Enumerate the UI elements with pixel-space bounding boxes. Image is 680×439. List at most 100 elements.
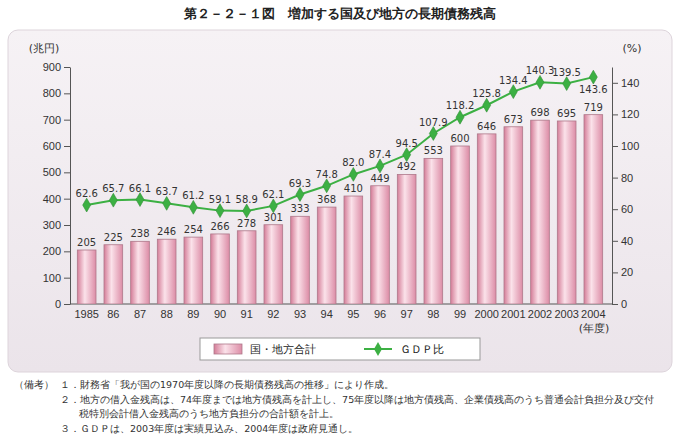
tick-label: 86	[107, 308, 119, 320]
tick-mark	[64, 93, 70, 94]
tick-mark	[64, 199, 70, 200]
tick-label: 700	[43, 114, 61, 126]
tick-label: 87	[134, 308, 146, 320]
yticks-axis: 0100200300400500600700800900	[43, 61, 71, 310]
data-label: 553	[424, 145, 443, 156]
legend-label: ＧＤＰ比	[400, 343, 444, 356]
marker	[563, 77, 571, 91]
marker	[136, 193, 144, 207]
tick-label: 120	[621, 108, 639, 120]
tick: 140	[612, 77, 639, 89]
data-label: 278	[237, 218, 256, 229]
data-label: 246	[157, 226, 176, 237]
note: ２．地方の借入金残高は、74年度までは地方債残高を計上し、75年度以降は地方債残…	[60, 394, 654, 405]
tick: 2003	[554, 308, 578, 320]
tick: 89	[187, 308, 199, 320]
tick-label: 40	[621, 235, 633, 247]
data-label: 368	[317, 194, 336, 205]
data-label: 94.5	[396, 138, 418, 149]
tick-label: 92	[267, 308, 279, 320]
data-label: 600	[450, 133, 469, 144]
tick: 40	[612, 235, 633, 247]
data-label: 266	[210, 221, 229, 232]
tick: 1985	[74, 308, 98, 320]
tick: 800	[43, 87, 70, 99]
tick-label: 80	[621, 172, 633, 184]
tick: 80	[612, 172, 633, 184]
data-label: 59.1	[209, 194, 231, 205]
data-label: 58.9	[236, 194, 258, 205]
marker	[163, 196, 171, 210]
tick: 93	[294, 308, 306, 320]
legend: 国・地方合計ＧＤＰ比	[200, 338, 480, 360]
tick-mark	[612, 114, 618, 115]
bar	[291, 216, 310, 304]
x-axis-title: (年度)	[579, 322, 610, 335]
tick: 95	[347, 308, 359, 320]
data-label: 449	[370, 173, 389, 184]
data-label: 118.2	[446, 100, 475, 111]
data-label: 107.9	[419, 117, 448, 128]
bar	[211, 234, 230, 304]
legend-box	[200, 338, 480, 360]
tick-label: 200	[43, 245, 61, 257]
data-label: 87.4	[369, 149, 391, 160]
data-label: 225	[104, 232, 123, 243]
note: ３．ＧＤＰは、2003年度は実績見込み、2004年度は政府見通し。	[60, 423, 358, 434]
axis-line	[612, 68, 613, 305]
title: 第２－２－１図 増加する国及び地方の長期債務残高	[183, 6, 496, 21]
data-label: 66.1	[129, 183, 151, 194]
tick: 99	[454, 308, 466, 320]
data-label: 62.6	[76, 188, 98, 199]
tick-label: 100	[621, 140, 639, 152]
tick: 87	[134, 308, 146, 320]
tick: 100	[43, 272, 70, 284]
tick-label: 95	[347, 308, 359, 320]
tick-mark	[612, 272, 618, 273]
plot-marks	[77, 70, 602, 304]
tick-label: 91	[241, 308, 253, 320]
marker	[296, 188, 304, 202]
bar	[504, 127, 523, 304]
chart: 第２－２－１図 増加する国及び地方の長期債務残高0100200300400500…	[0, 0, 680, 439]
tick-label: 89	[187, 308, 199, 320]
tick: 100	[612, 140, 639, 152]
bar	[557, 121, 576, 304]
tick-label: 500	[43, 166, 61, 178]
marker	[536, 75, 544, 89]
y-axis-title: (兆円)	[29, 42, 60, 55]
tick: 96	[374, 308, 386, 320]
marker	[403, 148, 411, 162]
marker	[376, 159, 384, 173]
tick-label: 2003	[554, 308, 578, 320]
bar	[104, 245, 123, 304]
marker	[483, 98, 491, 112]
marker	[243, 204, 251, 218]
marker	[429, 127, 437, 141]
data-label: 65.7	[102, 183, 124, 194]
tick-mark	[612, 83, 618, 84]
tick: 900	[43, 61, 70, 73]
data-label: 140.3	[526, 65, 555, 76]
line	[87, 77, 594, 211]
tick: 90	[214, 308, 226, 320]
tick: 120	[612, 108, 639, 120]
tick-mark	[64, 304, 70, 305]
tick: 200	[43, 245, 70, 257]
tick: 300	[43, 219, 70, 231]
marker	[509, 85, 517, 99]
data-label: 143.6	[579, 84, 608, 95]
tick-mark	[64, 172, 70, 173]
data-label: 134.4	[499, 75, 528, 86]
bar	[424, 158, 443, 304]
tick-label: 600	[43, 140, 61, 152]
bar	[531, 120, 550, 304]
tick-label: 800	[43, 87, 61, 99]
tick-label: 93	[294, 308, 306, 320]
tick: 700	[43, 114, 70, 126]
tick: 91	[241, 308, 253, 320]
tick-label: 2000	[474, 308, 498, 320]
marker	[109, 193, 117, 207]
tick-mark	[64, 67, 70, 68]
tick: 0	[612, 298, 627, 310]
